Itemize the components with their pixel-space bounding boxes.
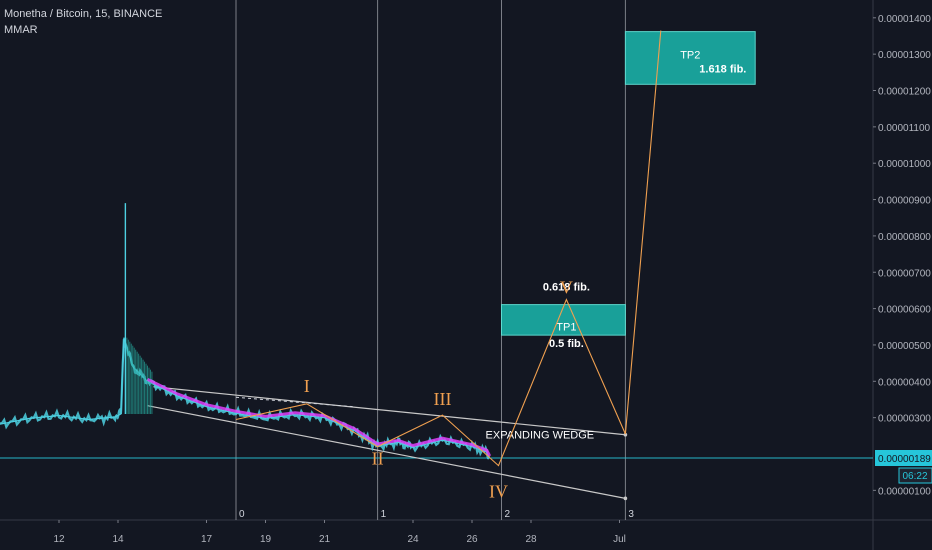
current-price-badge (875, 450, 932, 466)
x-tick-label-1: 14 (112, 534, 124, 545)
y-tick-label-8: 0.00000600 (878, 305, 931, 316)
tp1-fib-bottom: 0.5 fib. (549, 338, 584, 350)
time-marker-label-2: 2 (505, 509, 511, 520)
wedge-annotation: EXPANDING WEDGE (486, 430, 595, 442)
wedge-lower-end (623, 496, 628, 501)
x-tick-label-3: 19 (260, 534, 272, 545)
y-tick-label-6: 0.00000800 (878, 232, 931, 243)
wave-label-v: V (560, 278, 573, 298)
y-tick-label-0: 0.00001400 (878, 14, 931, 25)
wave-label-iv: IV (489, 482, 508, 502)
time-marker-label-3: 3 (628, 509, 634, 520)
y-tick-label-4: 0.00001000 (878, 159, 931, 170)
time-marker-label-1: 1 (381, 509, 387, 520)
countdown-badge (898, 467, 932, 484)
y-tick-label-3: 0.00001100 (878, 123, 931, 134)
countdown-value: 06:22 (902, 471, 927, 482)
tp2-fib: 1.618 fib. (699, 64, 746, 76)
wave-path[interactable] (235, 30, 662, 467)
wedge-upper-end (623, 432, 628, 437)
indicator-label: MMAR (4, 24, 38, 36)
tp1-label: TP1 (556, 322, 576, 334)
moving-average-line (146, 377, 492, 457)
y-tick-label-2: 0.00001200 (878, 87, 931, 98)
price-series-line[interactable] (0, 337, 491, 459)
y-tick-label-11: 0.00000300 (878, 414, 931, 425)
wave-label-ii: II (372, 449, 384, 469)
x-tick-label-6: 26 (466, 534, 478, 545)
wedge-lower-line[interactable] (147, 405, 626, 499)
target-box-tp2[interactable] (624, 31, 756, 85)
plot-area[interactable] (0, 0, 873, 520)
time-marker-label-0: 0 (239, 509, 245, 520)
x-tick-label-4: 21 (319, 534, 331, 545)
tp1-fib-top: 0.618 fib. (543, 282, 590, 294)
dashed-resistance (235, 396, 355, 408)
y-tick-label-7: 0.00000700 (878, 268, 931, 279)
y-tick-label-10: 0.00000400 (878, 377, 931, 388)
y-tick-label-5: 0.00000900 (878, 196, 931, 207)
target-box-tp1[interactable] (501, 304, 626, 336)
y-tick-label-1: 0.00001300 (878, 50, 931, 61)
y-tick-label-9: 0.00000500 (878, 341, 931, 352)
x-tick-label-2: 17 (201, 534, 213, 545)
x-tick-label-5: 24 (407, 534, 419, 545)
x-tick-label-0: 12 (53, 534, 65, 545)
tp2-label: TP2 (680, 50, 700, 62)
wave-label-i: I (304, 376, 310, 396)
x-tick-label-8: Jul (613, 534, 626, 545)
current-price-value: 0.00000189 (878, 454, 931, 465)
wave-label-iii: III (434, 389, 452, 409)
wedge-upper-line[interactable] (153, 386, 626, 436)
symbol-title: Monetha / Bitcoin, 15, BINANCE (4, 8, 163, 20)
y-tick-label-12: 0.00000100 (878, 486, 931, 497)
x-tick-label-7: 28 (525, 534, 537, 545)
